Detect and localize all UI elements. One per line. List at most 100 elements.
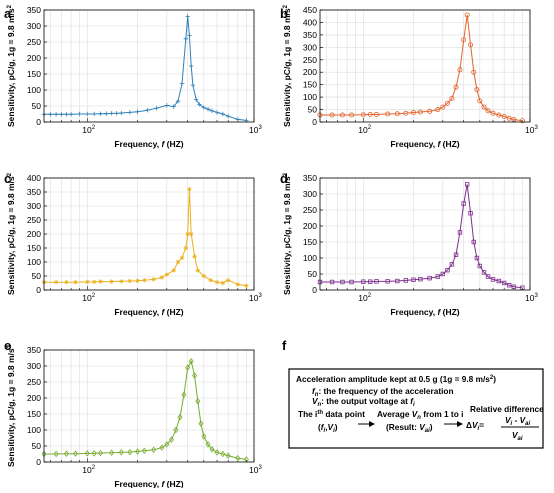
data-point [97, 449, 103, 457]
y-axis-label: Sensitivity, pC/g, 1g = 9.8 m/s2 [6, 4, 16, 127]
data-point [127, 110, 133, 115]
plot-frame [43, 9, 255, 123]
data-point [220, 280, 226, 286]
data-point [164, 272, 170, 277]
data-point [195, 268, 200, 273]
x-tick-label: 103 [525, 125, 538, 135]
data-point [209, 445, 215, 453]
y-tick-label: 200 [303, 221, 317, 231]
data-point [490, 277, 496, 282]
x-axis-label: Frequency, f (HZ) [390, 139, 459, 149]
data-point [168, 436, 175, 443]
data-point [197, 102, 202, 107]
data-point [417, 109, 423, 115]
y-tick-label: 0 [36, 117, 41, 127]
data-point [91, 450, 97, 457]
data-point [449, 262, 455, 267]
x-axis-label: Frequency, f (HZ) [114, 307, 183, 317]
y-tick-label: 300 [27, 201, 41, 211]
y-axis-label: Sensitivity, pC/g, 1g = 9.8 m/s2 [282, 4, 292, 127]
plot-area [320, 178, 530, 290]
data-point [127, 278, 133, 284]
data-point [214, 279, 220, 285]
data-point [171, 268, 176, 273]
step3-title: Relative difference [470, 404, 544, 414]
data-point [173, 426, 179, 434]
data-point [195, 397, 201, 405]
y-tick-label: 400 [27, 173, 41, 183]
data-point [164, 103, 170, 108]
step2-average: Average Vn from 1 to i [377, 409, 463, 421]
y-tick-label: 350 [27, 345, 41, 355]
y-tick-label: 100 [27, 85, 41, 95]
y-tick-label: 100 [27, 425, 41, 435]
data-point [119, 279, 124, 284]
chart-panel-e: e 0 50 100 150 200 250 300 350 102 103 Frequency, f… [4, 338, 262, 489]
data-point [453, 252, 459, 257]
data-point [427, 275, 432, 281]
panel-letter-a: a [4, 6, 12, 21]
y-tick-label: 300 [303, 189, 317, 199]
data-point [457, 67, 463, 73]
data-point [104, 111, 109, 116]
data-point [114, 111, 119, 116]
data-point [506, 115, 512, 121]
data-point [225, 452, 231, 459]
data-point [151, 446, 157, 454]
data-point [373, 112, 379, 118]
y-tick-label: 200 [27, 393, 41, 403]
plot-frame [319, 9, 531, 123]
data-point [440, 104, 446, 110]
data-point [339, 112, 345, 118]
x-tick-label: 102 [82, 465, 95, 475]
data-point [175, 99, 181, 104]
data-point [485, 108, 491, 114]
y-tick-label: 150 [303, 80, 317, 90]
data-point [471, 239, 476, 245]
data-point [445, 267, 450, 273]
y-tick-label: 200 [303, 67, 317, 77]
process-box [288, 368, 544, 449]
y-tick-label: 300 [303, 42, 317, 52]
data-point [192, 254, 197, 259]
data-point [118, 449, 124, 456]
data-point [329, 279, 335, 285]
data-point [205, 441, 211, 448]
data-point [464, 12, 470, 18]
data-point [403, 110, 409, 116]
step3-delta: ΔVi= [466, 420, 484, 432]
y-tick-label: 450 [303, 5, 317, 15]
data-point [511, 284, 517, 289]
data-point [73, 279, 78, 285]
y-tick-label: 0 [312, 285, 317, 295]
step3-numerator: Vi - Vai [505, 415, 530, 427]
data-point [179, 81, 185, 86]
data-point [519, 118, 525, 124]
step2-result: (Result: Vai) [386, 422, 433, 434]
data-point [481, 270, 487, 275]
data-point [187, 187, 192, 192]
data-point [449, 95, 455, 101]
x-tick-label: 103 [249, 125, 262, 135]
data-point [193, 97, 199, 102]
plot-area [320, 10, 530, 122]
data-point [159, 275, 165, 280]
data-point [244, 283, 249, 288]
y-tick-label: 0 [36, 285, 41, 295]
data-point [474, 87, 480, 93]
y-tick-label: 300 [27, 361, 41, 371]
data-point [109, 449, 115, 456]
data-point [98, 111, 103, 116]
data-point [53, 279, 59, 285]
data-point [109, 111, 114, 116]
step3-denominator: Vai [512, 430, 523, 442]
data-point [329, 112, 335, 118]
data-point [235, 282, 241, 287]
data-point [477, 263, 483, 269]
y-tick-label: 0 [312, 117, 317, 127]
y-tick-label: 200 [27, 229, 41, 239]
x-tick-label: 103 [249, 293, 262, 303]
data-point [496, 112, 502, 118]
data-point [349, 279, 354, 285]
data-point [520, 285, 525, 290]
